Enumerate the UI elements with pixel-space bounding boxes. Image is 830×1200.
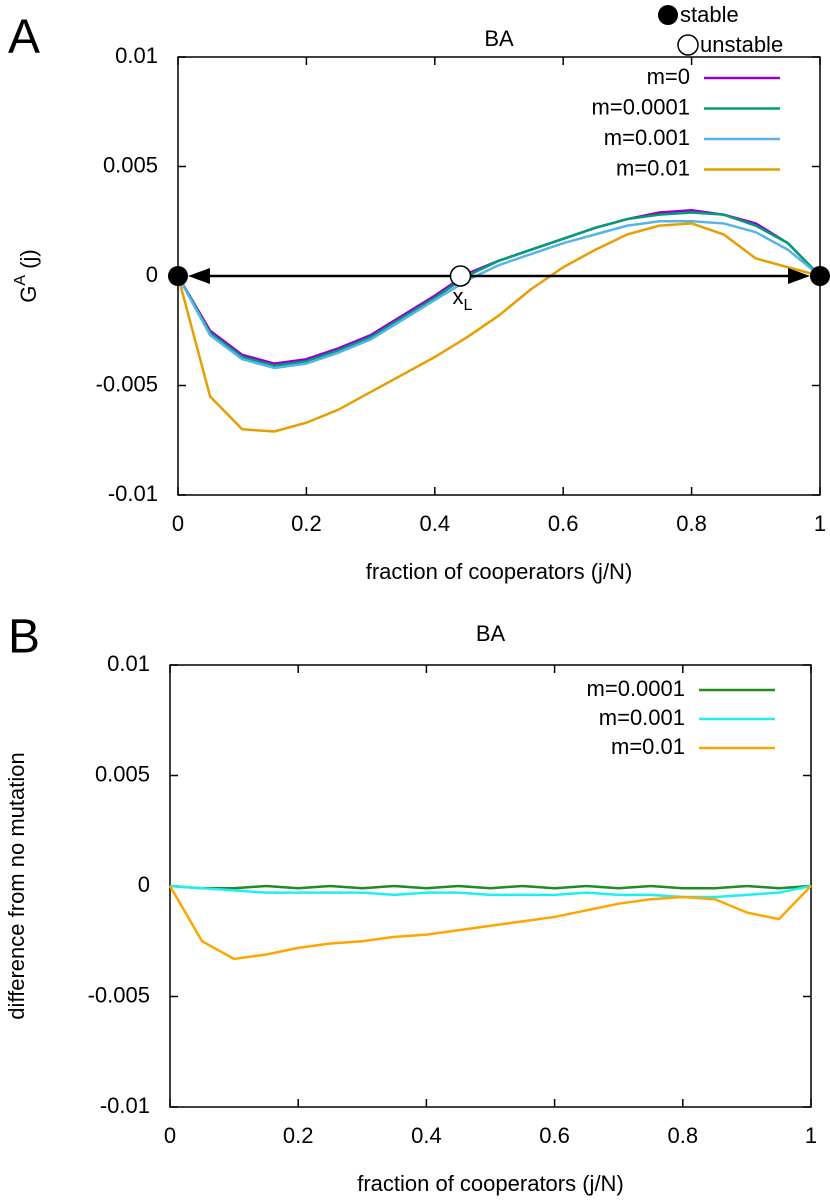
- x-axis-label: fraction of cooperators (j/N): [366, 559, 633, 584]
- series-line: [168, 885, 812, 961]
- chart-title: BA: [484, 26, 514, 51]
- x-tick-label: 1: [805, 1123, 817, 1148]
- x-tick-label: 0: [172, 511, 184, 536]
- arrow-head: [788, 268, 810, 284]
- stable-point: [168, 266, 188, 286]
- y-tick-label: 0.01: [107, 651, 150, 676]
- x-tick-label: 0.6: [548, 511, 579, 536]
- stable-point: [810, 266, 830, 286]
- legend-label: m=0.001: [604, 125, 690, 150]
- y-tick-label: -0.01: [108, 481, 158, 506]
- legend-label: unstable: [700, 32, 783, 57]
- legend-marker: [658, 5, 678, 25]
- x-tick-label: 0.6: [539, 1123, 570, 1148]
- y-tick-label: 0.01: [115, 43, 158, 68]
- y-axis-label: difference from no mutation: [4, 752, 29, 1019]
- x-tick-label: 0.8: [676, 511, 707, 536]
- annotation: xL: [452, 284, 472, 314]
- y-tick-label: 0: [138, 872, 150, 897]
- legend-label: stable: [680, 2, 739, 27]
- x-tick-label: 0: [164, 1123, 176, 1148]
- x-tick-label: 0.4: [420, 511, 451, 536]
- arrow-head: [188, 268, 210, 284]
- panel-label: A: [8, 11, 40, 64]
- y-tick-label: 0.005: [103, 152, 158, 177]
- x-tick-label: 1: [814, 511, 826, 536]
- chart-title: BA: [476, 621, 506, 646]
- y-axis-label-text: G: [16, 286, 41, 303]
- y-tick-label: -0.005: [96, 371, 158, 396]
- series-line: [176, 220, 821, 370]
- x-axis-label: fraction of cooperators (j/N): [357, 1171, 624, 1196]
- y-axis-label-sup: A: [12, 275, 29, 286]
- y-tick-label: -0.01: [100, 1093, 150, 1118]
- legend-label: m=0: [647, 64, 690, 89]
- legend-label: m=0.01: [616, 155, 690, 180]
- annotation-sub: L: [463, 297, 472, 314]
- y-axis-label: GA (j): [12, 249, 41, 302]
- legend-marker: [677, 34, 699, 56]
- series-line: [169, 884, 812, 890]
- legend-label: m=0.001: [599, 705, 685, 730]
- y-tick-label: -0.005: [88, 982, 150, 1007]
- x-tick-label: 0.2: [283, 1123, 314, 1148]
- y-axis-label-text: difference from no mutation: [4, 752, 29, 1019]
- x-tick-label: 0.2: [291, 511, 322, 536]
- x-tick-label: 0.4: [411, 1123, 442, 1148]
- annotation-text: x: [452, 284, 463, 309]
- legend-label: m=0.0001: [587, 676, 685, 701]
- series-line: [176, 222, 821, 433]
- unstable-point: [449, 265, 472, 287]
- panel-label: B: [8, 611, 40, 664]
- y-tick-label: 0.005: [95, 761, 150, 786]
- y-axis-label-rest: (j): [16, 249, 41, 275]
- series-line: [169, 884, 812, 899]
- legend-label: m=0.01: [611, 734, 685, 759]
- legend-label: m=0.0001: [592, 94, 690, 119]
- x-tick-label: 0.8: [668, 1123, 699, 1148]
- series-line: [176, 211, 821, 368]
- y-tick-label: 0: [146, 262, 158, 287]
